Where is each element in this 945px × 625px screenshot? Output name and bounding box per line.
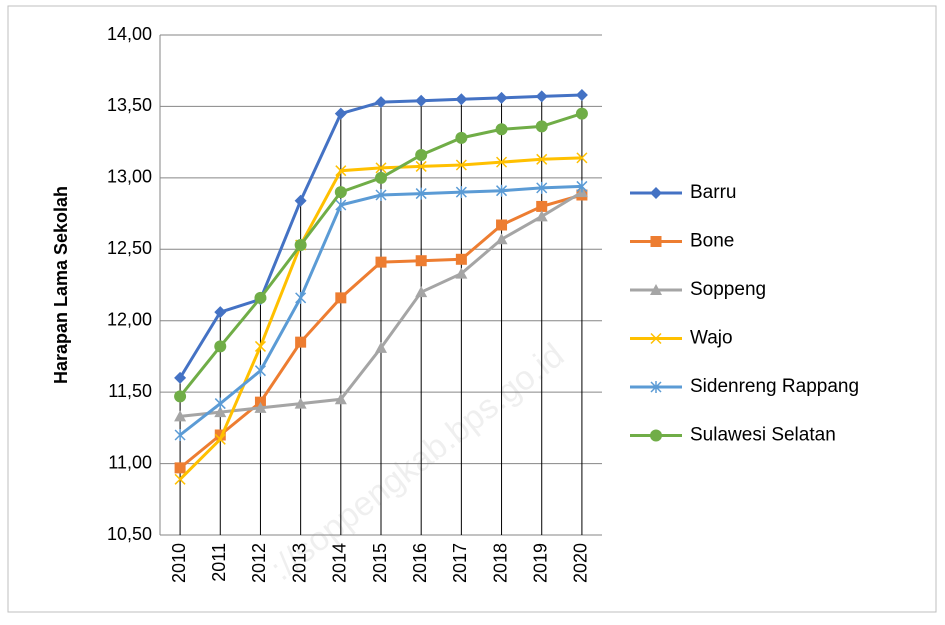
marker (335, 165, 347, 177)
marker (455, 93, 468, 106)
marker (174, 462, 186, 474)
marker (536, 200, 548, 212)
marker (334, 186, 347, 199)
marker (254, 291, 267, 304)
marker (334, 393, 347, 405)
marker (576, 180, 588, 193)
marker (575, 107, 588, 120)
legend-marker (650, 429, 662, 442)
marker (415, 160, 427, 172)
marker (174, 390, 187, 403)
legend-label: Soppeng (690, 279, 766, 300)
marker (174, 371, 187, 384)
x-tick-label: 2013 (289, 543, 309, 583)
x-tick-label: 2015 (370, 543, 390, 583)
marker (455, 267, 468, 279)
marker (496, 184, 508, 197)
marker (535, 90, 548, 103)
marker (375, 341, 387, 353)
legend-label: Sulawesi Selatan (690, 425, 836, 446)
legend-label: Barru (690, 182, 736, 203)
marker (294, 194, 307, 207)
legend-label: Sidenreng Rappang (690, 376, 859, 397)
marker (536, 181, 548, 194)
marker (214, 306, 227, 319)
y-tick-label: 14,00 (107, 24, 152, 44)
marker (455, 131, 468, 144)
marker (174, 410, 187, 422)
marker (334, 107, 347, 120)
legend-marker (650, 236, 662, 247)
y-tick-label: 12,00 (107, 309, 152, 329)
marker (415, 255, 427, 267)
marker (575, 89, 588, 101)
marker (375, 171, 387, 184)
marker (495, 123, 508, 136)
marker (415, 94, 428, 107)
legend-label: Bone (690, 231, 734, 252)
marker (294, 397, 307, 409)
legend-marker (650, 381, 662, 393)
x-tick-label: 2010 (169, 543, 189, 583)
x-tick-label: 2014 (330, 543, 350, 583)
marker (335, 292, 347, 304)
legend-marker (650, 284, 662, 295)
y-tick-label: 10,50 (107, 524, 152, 544)
x-tick-label: 2011 (209, 543, 229, 582)
y-axis-label: Harapan Lama Sekolah (51, 186, 71, 384)
x-tick-label: 2018 (490, 543, 510, 583)
marker (214, 340, 227, 353)
marker (254, 364, 266, 377)
marker (536, 153, 548, 165)
marker (415, 286, 428, 298)
y-tick-label: 13,00 (107, 167, 152, 187)
marker (415, 149, 428, 161)
marker (295, 291, 307, 304)
marker (294, 239, 307, 251)
y-tick-label: 13,50 (107, 95, 152, 115)
marker (214, 433, 226, 445)
x-tick-label: 2019 (530, 543, 550, 583)
marker (214, 397, 226, 410)
marker (214, 429, 226, 441)
marker (576, 152, 588, 164)
marker (254, 401, 267, 413)
marker (375, 96, 387, 109)
marker (174, 429, 186, 441)
marker (214, 406, 227, 418)
marker (295, 336, 307, 348)
marker (496, 156, 508, 168)
marker (174, 473, 186, 485)
marker (535, 210, 548, 222)
x-tick-label: 2016 (410, 543, 430, 583)
marker (495, 91, 508, 104)
marker (535, 120, 548, 133)
marker (455, 186, 467, 199)
marker (495, 233, 508, 245)
y-tick-label: 12,50 (107, 238, 152, 258)
marker (254, 340, 266, 352)
marker (455, 159, 467, 171)
x-tick-label: 2012 (249, 543, 269, 583)
marker (375, 162, 387, 174)
legend-label: Wajo (690, 328, 733, 349)
marker (375, 256, 387, 268)
legend-marker (650, 187, 662, 199)
x-tick-label: 2020 (571, 543, 591, 583)
chart-frame (7, 5, 937, 613)
y-tick-label: 11,50 (108, 381, 152, 401)
marker (455, 253, 467, 265)
legend-marker (650, 332, 662, 345)
marker (375, 189, 387, 201)
x-tick-label: 2017 (450, 543, 470, 583)
y-tick-label: 11,00 (108, 452, 152, 472)
marker (496, 219, 508, 231)
marker (335, 199, 347, 211)
marker (415, 187, 427, 200)
